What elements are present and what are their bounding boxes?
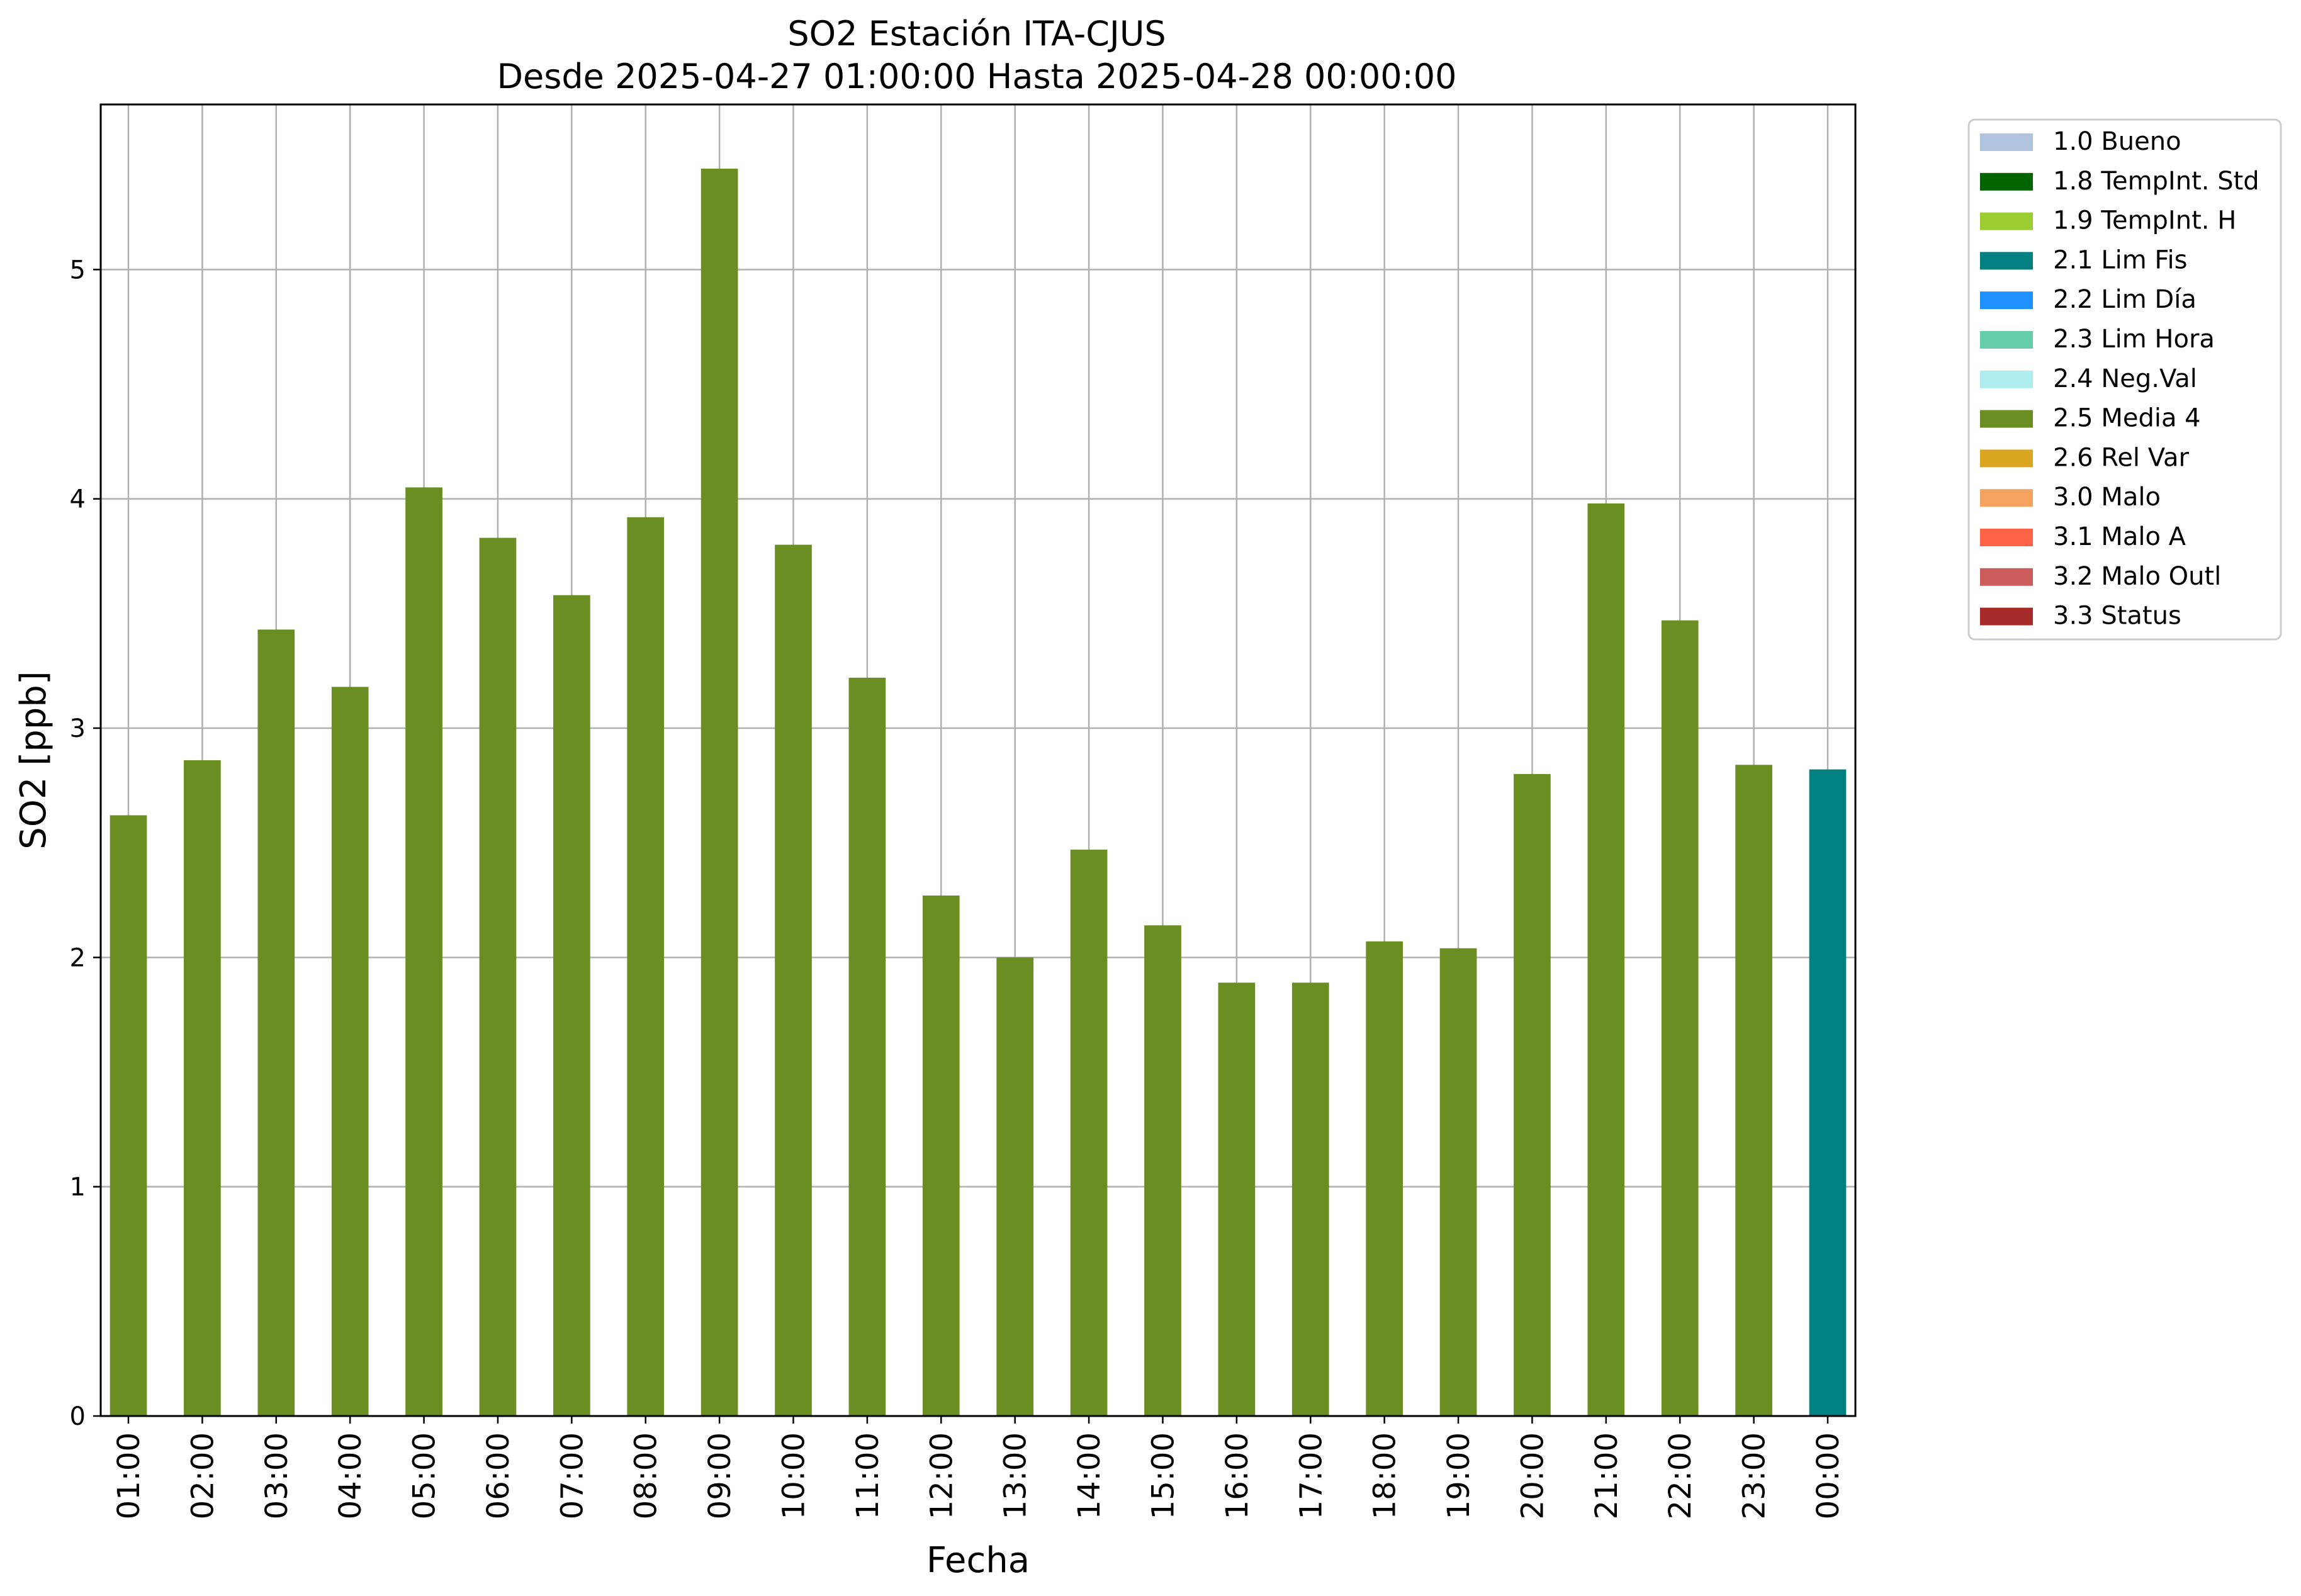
- bar: [553, 595, 590, 1416]
- bar: [775, 544, 812, 1417]
- x-tick-label: 01:00: [111, 1432, 147, 1519]
- x-tick-label: 21:00: [1589, 1432, 1624, 1519]
- legend-items: 1.0 Bueno 1.8 TempInt. Std 1.9 TempInt. H 2…: [1980, 127, 2259, 631]
- legend-label: 3.1 Malo A: [2053, 522, 2186, 551]
- x-tick-label: 13:00: [998, 1432, 1033, 1519]
- x-tick-label: 06:00: [481, 1432, 516, 1519]
- x-tick-label: 11:00: [850, 1432, 886, 1519]
- bar: [1070, 850, 1108, 1416]
- legend: 1.0 Bueno 1.8 TempInt. Std 1.9 TempInt. H 2…: [1967, 118, 2282, 641]
- bar: [1809, 769, 1847, 1416]
- legend-swatch: [1980, 607, 2033, 626]
- legend-label: 2.2 Lim Día: [2053, 285, 2197, 314]
- legend-swatch: [1980, 568, 2033, 586]
- bar: [700, 169, 738, 1417]
- y-tick-label: 1: [70, 1173, 86, 1202]
- y-axis-ticks: 0 1 2 3 4 5: [70, 256, 101, 1431]
- y-axis-label: SO2 [ppb]: [13, 671, 54, 849]
- x-tick-label: 00:00: [1811, 1432, 1846, 1519]
- bar: [627, 517, 665, 1416]
- bar: [996, 957, 1034, 1416]
- y-tick-label: 0: [70, 1402, 86, 1431]
- bar: [1218, 982, 1256, 1416]
- bars: [110, 169, 1847, 1417]
- legend-label: 2.4 Neg.Val: [2053, 364, 2197, 393]
- bar: [184, 760, 221, 1416]
- y-tick-label: 5: [70, 256, 86, 284]
- x-axis-label: Fecha: [926, 1540, 1030, 1581]
- legend-swatch: [1980, 370, 2033, 388]
- bar: [1439, 948, 1477, 1416]
- bar: [405, 487, 442, 1416]
- legend-frame: [1967, 118, 2282, 641]
- y-tick-label: 2: [70, 943, 86, 972]
- x-tick-label: 14:00: [1072, 1432, 1107, 1519]
- y-tick-label: 4: [70, 485, 86, 514]
- x-tick-label: 10:00: [777, 1432, 812, 1519]
- x-tick-label: 08:00: [629, 1432, 664, 1519]
- chart-title: SO2 Estación ITA-CJUS: [787, 14, 1166, 53]
- x-tick-label: 22:00: [1663, 1432, 1698, 1519]
- legend-swatch: [1980, 252, 2033, 270]
- x-tick-label: 04:00: [333, 1432, 368, 1519]
- y-tick-label: 3: [70, 714, 86, 743]
- legend-swatch: [1980, 291, 2033, 310]
- bar: [257, 629, 295, 1417]
- legend-label: 2.3 Lim Hora: [2053, 325, 2215, 354]
- legend-label: 2.6 Rel Var: [2053, 443, 2190, 472]
- x-tick-label: 12:00: [924, 1432, 959, 1519]
- legend-label: 3.2 Malo Outl: [2053, 562, 2221, 591]
- chart-subtitle: Desde 2025-04-27 01:00:00 Hasta 2025-04-…: [497, 57, 1456, 96]
- x-tick-label: 23:00: [1737, 1432, 1772, 1519]
- bar: [1366, 941, 1403, 1416]
- legend-swatch: [1980, 212, 2033, 230]
- legend-label: 1.9 TempInt. H: [2053, 206, 2236, 235]
- bar: [922, 895, 960, 1416]
- legend-swatch: [1980, 489, 2033, 507]
- x-tick-label: 09:00: [702, 1432, 738, 1519]
- legend-swatch: [1980, 529, 2033, 546]
- legend-swatch: [1980, 172, 2033, 191]
- legend-swatch: [1980, 410, 2033, 428]
- bar: [1661, 620, 1699, 1416]
- x-tick-label: 16:00: [1220, 1432, 1255, 1519]
- bar: [110, 815, 147, 1416]
- x-tick-label: 15:00: [1145, 1432, 1181, 1519]
- bar: [479, 537, 517, 1416]
- x-axis-ticks: 01:00 02:00 03:00 04:00 05:00 06:00 07:00 08:00…: [111, 1416, 1846, 1519]
- bar: [848, 677, 886, 1416]
- x-tick-label: 07:00: [554, 1432, 590, 1519]
- legend-swatch: [1980, 133, 2033, 151]
- x-tick-label: 02:00: [185, 1432, 220, 1519]
- legend-swatch: [1980, 331, 2033, 349]
- legend-label: 2.1 Lim Fis: [2053, 245, 2187, 274]
- bar: [1291, 982, 1329, 1416]
- legend-label: 1.0 Bueno: [2053, 127, 2181, 156]
- legend-label: 2.5 Media 4: [2053, 404, 2201, 433]
- bar: [1514, 773, 1551, 1416]
- x-tick-label: 03:00: [259, 1432, 295, 1519]
- bar: [1587, 503, 1625, 1416]
- x-tick-label: 20:00: [1515, 1432, 1550, 1519]
- x-tick-label: 05:00: [407, 1432, 442, 1519]
- legend-label: 3.0 Malo: [2053, 483, 2161, 512]
- bar: [331, 687, 369, 1416]
- x-tick-label: 18:00: [1368, 1432, 1403, 1519]
- x-tick-label: 17:00: [1293, 1432, 1329, 1519]
- bar: [1735, 765, 1772, 1416]
- legend-label: 1.8 TempInt. Std: [2053, 167, 2259, 196]
- legend-label: 3.3 Status: [2053, 602, 2181, 631]
- bar: [1144, 925, 1181, 1416]
- plot-area-frame: [99, 103, 1857, 1417]
- x-tick-label: 19:00: [1441, 1432, 1477, 1519]
- legend-swatch: [1980, 449, 2033, 468]
